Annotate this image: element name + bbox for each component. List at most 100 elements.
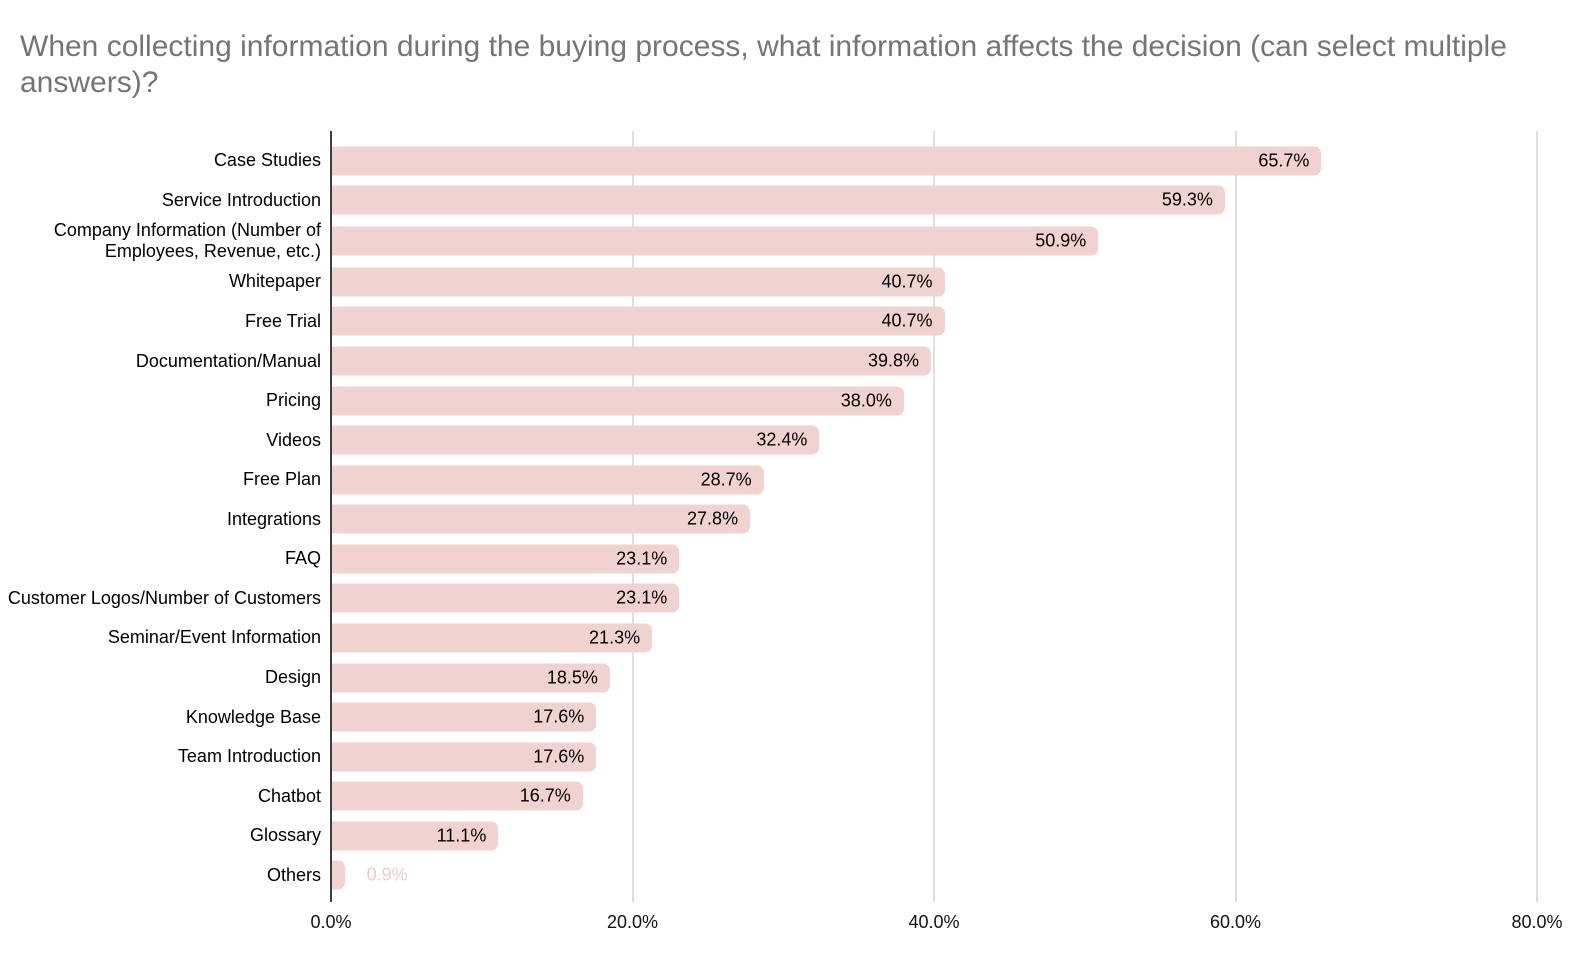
chart-row: Pricing 38.0% — [0, 381, 1578, 421]
gridline — [933, 131, 935, 902]
bar[interactable]: 40.7% — [331, 306, 945, 336]
bar[interactable]: 23.1% — [331, 583, 680, 613]
bar-track: 23.1% — [331, 539, 1537, 579]
category-label: Glossary — [249, 825, 321, 846]
value-label: 16.7% — [519, 785, 571, 806]
bar-track: 65.7% — [331, 141, 1537, 181]
category-label: Chatbot — [257, 785, 321, 806]
chart-row: Documentation/Manual 39.8% — [0, 341, 1578, 381]
bar[interactable]: 28.7% — [331, 465, 764, 495]
value-label: 27.8% — [687, 508, 739, 529]
bar[interactable]: 11.1% — [331, 821, 499, 851]
bar-track: 11.1% — [331, 816, 1537, 856]
x-axis: 0.0% 20.0% 40.0% 60.0% 80.0% — [310, 910, 1562, 936]
value-label: 23.1% — [616, 587, 668, 608]
bar-rows: Case Studies 65.7% Service Introduction 59.… — [0, 141, 1578, 895]
bar[interactable]: 17.6% — [331, 742, 597, 772]
chart-title: When collecting information during the b… — [20, 30, 1507, 99]
bar[interactable]: 39.8% — [331, 346, 931, 376]
chart-row: FAQ 23.1% — [0, 539, 1578, 579]
bar[interactable]: 21.3% — [331, 623, 653, 653]
bar-track: 27.8% — [331, 500, 1537, 540]
value-label: 32.4% — [756, 429, 808, 450]
value-label: 40.7% — [881, 310, 933, 331]
category-label: Integrations — [226, 508, 321, 529]
bar[interactable]: 23.1% — [331, 544, 680, 574]
category-label: Free Plan — [242, 469, 321, 490]
x-axis-tick-label: 60.0% — [1209, 912, 1262, 932]
bar[interactable]: 59.3% — [331, 185, 1225, 215]
bar[interactable]: 17.6% — [331, 702, 597, 732]
value-label: 38.0% — [840, 390, 892, 411]
bar[interactable]: 38.0% — [331, 386, 904, 416]
bar[interactable]: 16.7% — [331, 781, 583, 811]
bar-track: 32.4% — [331, 420, 1537, 460]
bar-track: 38.0% — [331, 381, 1537, 421]
bar-track: 40.7% — [331, 262, 1537, 302]
category-label: Service Introduction — [161, 189, 321, 210]
bar-track: 18.5% — [331, 658, 1537, 698]
category-label: Company Information (Number of Employees… — [53, 220, 321, 262]
value-label: 0.9% — [366, 864, 408, 885]
x-axis-tick-label: 40.0% — [908, 912, 960, 932]
value-label: 40.7% — [881, 271, 933, 292]
bar-track: 40.7% — [331, 302, 1537, 342]
category-label: Videos — [266, 429, 321, 450]
x-axis-tick-label: 0.0% — [310, 912, 352, 932]
bar-track: 23.1% — [331, 579, 1537, 619]
value-label: 21.3% — [589, 627, 641, 648]
bar[interactable]: 65.7% — [331, 146, 1322, 176]
chart-row: Seminar/Event Information 21.3% — [0, 618, 1578, 658]
bar[interactable] — [331, 860, 345, 890]
y-axis-line — [330, 131, 332, 902]
bar[interactable]: 40.7% — [331, 267, 945, 297]
gridline — [1536, 131, 1538, 902]
value-label: 17.6% — [533, 746, 585, 767]
gridline — [1234, 131, 1237, 902]
chart-row: Glossary 11.1% — [0, 816, 1578, 856]
bar-track: 21.3% — [331, 618, 1537, 658]
chart-row: Free Trial 40.7% — [0, 302, 1578, 342]
value-label: 50.9% — [1035, 230, 1087, 251]
value-label: 17.6% — [533, 706, 585, 727]
category-label: Case Studies — [213, 150, 321, 171]
bar[interactable]: 27.8% — [331, 504, 751, 534]
value-label: 39.8% — [867, 350, 919, 371]
category-label: Customer Logos/Number of Customers — [7, 587, 321, 608]
category-label: Pricing — [265, 390, 321, 411]
bar-track: 17.6% — [331, 737, 1537, 777]
value-label: 28.7% — [700, 469, 752, 490]
chart-row: Company Information (Number of Employees… — [0, 220, 1578, 262]
chart-row: Service Introduction 59.3% — [0, 181, 1578, 221]
chart-row: Videos 32.4% — [0, 420, 1578, 460]
bar-track: 28.7% — [331, 460, 1537, 500]
category-label: Documentation/Manual — [135, 350, 321, 371]
bar-track: 16.7% — [331, 776, 1537, 816]
bar-track: 59.3% — [331, 181, 1537, 221]
chart-row: Case Studies 65.7% — [0, 141, 1578, 181]
value-label: 18.5% — [546, 667, 598, 688]
value-label: 11.1% — [436, 825, 487, 846]
category-label: Knowledge Base — [185, 706, 321, 727]
chart-row: Integrations 27.8% — [0, 500, 1578, 540]
chart-row: Design 18.5% — [0, 658, 1578, 698]
value-label: 59.3% — [1161, 189, 1213, 210]
x-axis-tick-label: 80.0% — [1511, 912, 1563, 932]
category-label: FAQ — [284, 548, 321, 569]
bar[interactable]: 50.9% — [331, 226, 1099, 256]
chart-row: Chatbot 16.7% — [0, 776, 1578, 816]
category-label: Free Trial — [244, 310, 321, 331]
bar[interactable]: 32.4% — [331, 425, 820, 455]
chart-row: Customer Logos/Number of Customers 23.1% — [0, 579, 1578, 619]
bar-track: 17.6% — [331, 697, 1537, 737]
category-label: Team Introduction — [177, 746, 321, 767]
bar-track: 50.9% — [331, 220, 1537, 262]
value-label: 65.7% — [1258, 150, 1310, 171]
category-label: Seminar/Event Information — [107, 627, 321, 648]
x-axis-tick-label: 20.0% — [606, 912, 659, 932]
bar-track: 0.9% — [331, 856, 1537, 896]
bar[interactable]: 18.5% — [331, 663, 610, 693]
chart-row: Knowledge Base 17.6% — [0, 697, 1578, 737]
bar-track: 39.8% — [331, 341, 1537, 381]
